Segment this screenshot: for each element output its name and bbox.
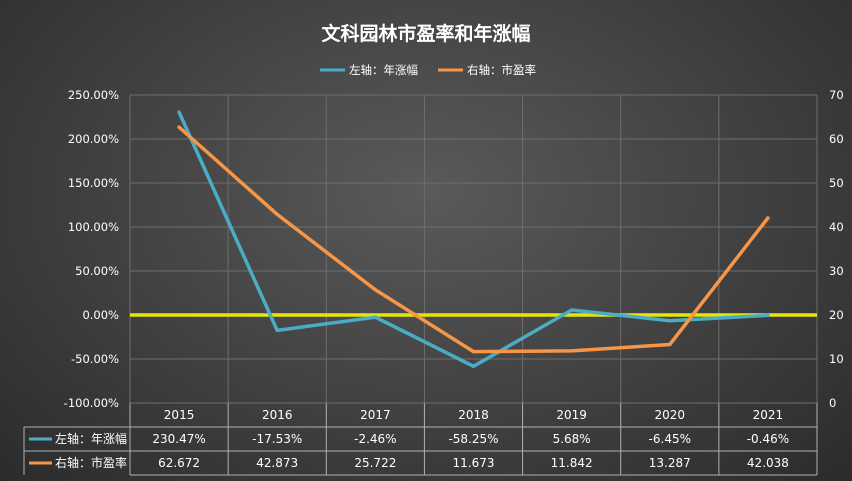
x-category-label: 2020	[655, 408, 686, 422]
legend-label-pe-ratio: 右轴：市盈率	[467, 63, 536, 77]
x-category-label: 2019	[556, 408, 587, 422]
legend: 左轴：年涨幅 右轴：市盈率	[320, 63, 536, 77]
series-layer	[177, 110, 770, 369]
table-cell-value: 25.722	[354, 456, 396, 470]
table-cell-value: -2.46%	[354, 432, 396, 446]
series-line-pe-ratio	[177, 125, 770, 354]
table-cell-value: 13.287	[649, 456, 691, 470]
table-cell-value: -17.53%	[252, 432, 302, 446]
gridlines	[129, 94, 818, 404]
table-cell-value: 5.68%	[553, 432, 591, 446]
table-cell-value: 62.672	[158, 456, 200, 470]
x-category-label: 2017	[360, 408, 391, 422]
series-line-pct-change	[177, 110, 770, 369]
y-left-tick-label: 150.00%	[68, 176, 119, 190]
table-cell-value: -0.46%	[747, 432, 789, 446]
y-right-tick-label: 70	[829, 88, 844, 102]
y-right-tick-label: 20	[829, 308, 844, 322]
y-left-tick-label: 250.00%	[68, 88, 119, 102]
chart-title: 文科园林市盈率和年涨幅	[321, 22, 530, 45]
table-cell-value: 42.038	[747, 456, 789, 470]
y-left-tick-label: 0.00%	[82, 308, 119, 322]
table-series-name: 右轴：市盈率	[55, 455, 127, 470]
y-right-tick-label: 0	[829, 396, 836, 410]
table-cell-value: -58.25%	[448, 432, 498, 446]
y-right-tick-label: 60	[829, 132, 844, 146]
y-left-tick-label: 100.00%	[68, 220, 119, 234]
y-right-tick-label: 40	[829, 220, 844, 234]
y-axis-right: 70 60 50 40 30 20 10 0	[829, 88, 844, 410]
table-cell-value: -6.45%	[649, 432, 691, 446]
table-cell-value: 11.842	[551, 456, 593, 470]
y-left-tick-label: -50.00%	[71, 352, 119, 366]
table-cell-value: 230.47%	[152, 432, 205, 446]
table-cell-value: 11.673	[453, 456, 495, 470]
y-axis-left: 250.00% 200.00% 150.00% 100.00% 50.00% 0.00% -…	[64, 88, 119, 410]
y-right-tick-label: 10	[829, 352, 844, 366]
table-series-name: 左轴：年涨幅	[55, 431, 127, 446]
y-left-tick-label: 200.00%	[68, 132, 119, 146]
x-category-label: 2018	[458, 408, 489, 422]
x-category-label: 2015	[164, 408, 195, 422]
y-left-tick-label: -100.00%	[64, 396, 119, 410]
x-category-label: 2021	[753, 408, 784, 422]
data-table: 2015 2016 2017 2018 2019 2020 2021 左轴：年涨幅 230.47…	[23, 403, 818, 476]
x-category-label: 2016	[262, 408, 293, 422]
table-cell-value: 42.873	[256, 456, 298, 470]
legend-label-pct-change: 左轴：年涨幅	[349, 63, 418, 77]
y-right-tick-label: 30	[829, 264, 844, 278]
y-left-tick-label: 50.00%	[75, 264, 119, 278]
y-right-tick-label: 50	[829, 176, 844, 190]
